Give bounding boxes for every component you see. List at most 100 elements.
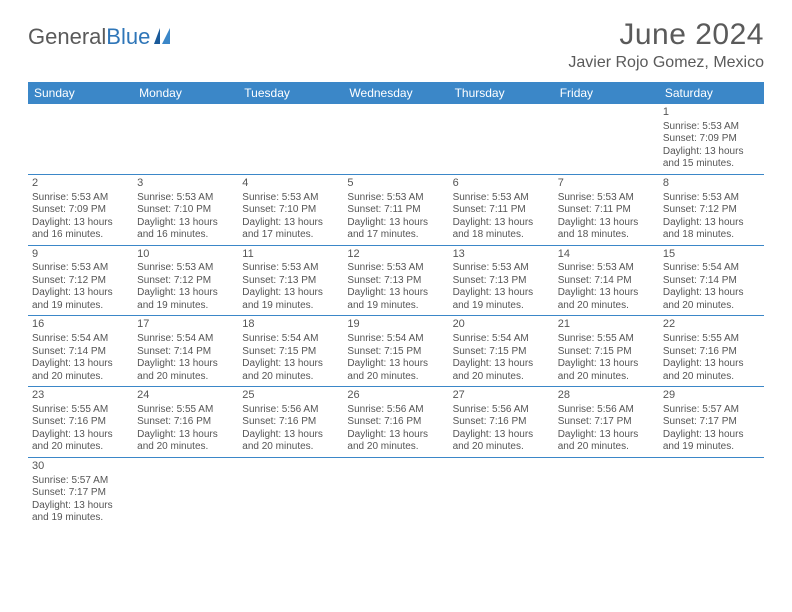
day-number: 23: [32, 389, 129, 403]
calendar-cell: 15Sunrise: 5:54 AMSunset: 7:14 PMDayligh…: [659, 245, 764, 316]
day-number: 29: [663, 389, 760, 403]
day-number: 15: [663, 248, 760, 262]
sunset-line: Sunset: 7:16 PM: [453, 416, 550, 429]
calendar-cell: [238, 457, 343, 527]
sunrise-line: Sunrise: 5:53 AM: [32, 262, 129, 275]
calendar-cell: 17Sunrise: 5:54 AMSunset: 7:14 PMDayligh…: [133, 316, 238, 387]
sunrise-line: Sunrise: 5:56 AM: [453, 404, 550, 417]
calendar-cell: [554, 104, 659, 174]
calendar-cell: 14Sunrise: 5:53 AMSunset: 7:14 PMDayligh…: [554, 245, 659, 316]
sunset-line: Sunset: 7:17 PM: [663, 416, 760, 429]
sunrise-line: Sunrise: 5:53 AM: [242, 192, 339, 205]
daylight-line: Daylight: 13 hours and 19 minutes.: [347, 287, 444, 312]
calendar-row: 2Sunrise: 5:53 AMSunset: 7:09 PMDaylight…: [28, 174, 764, 245]
calendar-row: 1Sunrise: 5:53 AMSunset: 7:09 PMDaylight…: [28, 104, 764, 174]
daylight-line: Daylight: 13 hours and 19 minutes.: [242, 287, 339, 312]
calendar-cell: 5Sunrise: 5:53 AMSunset: 7:11 PMDaylight…: [343, 174, 448, 245]
sunrise-line: Sunrise: 5:53 AM: [663, 192, 760, 205]
header: GeneralBlue June 2024 Javier Rojo Gomez,…: [28, 18, 764, 72]
calendar-row: 9Sunrise: 5:53 AMSunset: 7:12 PMDaylight…: [28, 245, 764, 316]
sunset-line: Sunset: 7:14 PM: [137, 346, 234, 359]
calendar-cell: 25Sunrise: 5:56 AMSunset: 7:16 PMDayligh…: [238, 387, 343, 458]
sunrise-line: Sunrise: 5:53 AM: [32, 192, 129, 205]
day-number: 7: [558, 177, 655, 191]
daylight-line: Daylight: 13 hours and 20 minutes.: [242, 358, 339, 383]
daylight-line: Daylight: 13 hours and 20 minutes.: [347, 429, 444, 454]
sunset-line: Sunset: 7:17 PM: [558, 416, 655, 429]
month-title: June 2024: [568, 18, 764, 52]
sunrise-line: Sunrise: 5:53 AM: [137, 192, 234, 205]
sunset-line: Sunset: 7:16 PM: [137, 416, 234, 429]
calendar-cell: 1Sunrise: 5:53 AMSunset: 7:09 PMDaylight…: [659, 104, 764, 174]
calendar-cell: [238, 104, 343, 174]
flag-icon: [154, 24, 178, 50]
sunrise-line: Sunrise: 5:56 AM: [242, 404, 339, 417]
calendar-cell: 22Sunrise: 5:55 AMSunset: 7:16 PMDayligh…: [659, 316, 764, 387]
sunrise-line: Sunrise: 5:54 AM: [347, 333, 444, 346]
calendar-cell: 10Sunrise: 5:53 AMSunset: 7:12 PMDayligh…: [133, 245, 238, 316]
day-number: 20: [453, 318, 550, 332]
daylight-line: Daylight: 13 hours and 17 minutes.: [347, 217, 444, 242]
daylight-line: Daylight: 13 hours and 19 minutes.: [453, 287, 550, 312]
sunrise-line: Sunrise: 5:55 AM: [32, 404, 129, 417]
day-header: Saturday: [659, 82, 764, 104]
sunrise-line: Sunrise: 5:57 AM: [32, 475, 129, 488]
title-block: June 2024 Javier Rojo Gomez, Mexico: [568, 18, 764, 72]
calendar-cell: 28Sunrise: 5:56 AMSunset: 7:17 PMDayligh…: [554, 387, 659, 458]
daylight-line: Daylight: 13 hours and 19 minutes.: [663, 429, 760, 454]
sunset-line: Sunset: 7:12 PM: [137, 275, 234, 288]
day-number: 27: [453, 389, 550, 403]
sunset-line: Sunset: 7:17 PM: [32, 487, 129, 500]
day-header: Sunday: [28, 82, 133, 104]
sunset-line: Sunset: 7:11 PM: [347, 204, 444, 217]
day-number: 3: [137, 177, 234, 191]
sunset-line: Sunset: 7:16 PM: [242, 416, 339, 429]
calendar-table: Sunday Monday Tuesday Wednesday Thursday…: [28, 82, 764, 528]
daylight-line: Daylight: 13 hours and 20 minutes.: [242, 429, 339, 454]
daylight-line: Daylight: 13 hours and 18 minutes.: [453, 217, 550, 242]
day-header: Monday: [133, 82, 238, 104]
sunset-line: Sunset: 7:13 PM: [242, 275, 339, 288]
calendar-cell: [449, 457, 554, 527]
day-number: 4: [242, 177, 339, 191]
sunset-line: Sunset: 7:16 PM: [32, 416, 129, 429]
day-number: 13: [453, 248, 550, 262]
calendar-cell: 4Sunrise: 5:53 AMSunset: 7:10 PMDaylight…: [238, 174, 343, 245]
daylight-line: Daylight: 13 hours and 16 minutes.: [137, 217, 234, 242]
daylight-line: Daylight: 13 hours and 20 minutes.: [137, 358, 234, 383]
sunrise-line: Sunrise: 5:54 AM: [663, 262, 760, 275]
daylight-line: Daylight: 13 hours and 17 minutes.: [242, 217, 339, 242]
daylight-line: Daylight: 13 hours and 19 minutes.: [32, 287, 129, 312]
day-number: 9: [32, 248, 129, 262]
location: Javier Rojo Gomez, Mexico: [568, 54, 764, 72]
calendar-cell: [133, 457, 238, 527]
daylight-line: Daylight: 13 hours and 16 minutes.: [32, 217, 129, 242]
calendar-cell: 7Sunrise: 5:53 AMSunset: 7:11 PMDaylight…: [554, 174, 659, 245]
calendar-cell: 8Sunrise: 5:53 AMSunset: 7:12 PMDaylight…: [659, 174, 764, 245]
sunrise-line: Sunrise: 5:53 AM: [137, 262, 234, 275]
calendar-cell: [449, 104, 554, 174]
day-number: 12: [347, 248, 444, 262]
day-header: Wednesday: [343, 82, 448, 104]
daylight-line: Daylight: 13 hours and 20 minutes.: [32, 429, 129, 454]
sunset-line: Sunset: 7:10 PM: [242, 204, 339, 217]
calendar-cell: 2Sunrise: 5:53 AMSunset: 7:09 PMDaylight…: [28, 174, 133, 245]
day-number: 25: [242, 389, 339, 403]
sunset-line: Sunset: 7:14 PM: [558, 275, 655, 288]
sunrise-line: Sunrise: 5:55 AM: [137, 404, 234, 417]
daylight-line: Daylight: 13 hours and 19 minutes.: [32, 500, 129, 525]
sunset-line: Sunset: 7:13 PM: [347, 275, 444, 288]
logo-text-general: General: [28, 24, 106, 50]
sunset-line: Sunset: 7:15 PM: [242, 346, 339, 359]
daylight-line: Daylight: 13 hours and 20 minutes.: [558, 429, 655, 454]
sunrise-line: Sunrise: 5:53 AM: [558, 192, 655, 205]
day-number: 30: [32, 460, 129, 474]
calendar-cell: 12Sunrise: 5:53 AMSunset: 7:13 PMDayligh…: [343, 245, 448, 316]
sunset-line: Sunset: 7:14 PM: [32, 346, 129, 359]
daylight-line: Daylight: 13 hours and 20 minutes.: [32, 358, 129, 383]
calendar-row: 23Sunrise: 5:55 AMSunset: 7:16 PMDayligh…: [28, 387, 764, 458]
calendar-cell: [343, 457, 448, 527]
day-header-row: Sunday Monday Tuesday Wednesday Thursday…: [28, 82, 764, 104]
calendar-cell: 27Sunrise: 5:56 AMSunset: 7:16 PMDayligh…: [449, 387, 554, 458]
sunset-line: Sunset: 7:15 PM: [347, 346, 444, 359]
